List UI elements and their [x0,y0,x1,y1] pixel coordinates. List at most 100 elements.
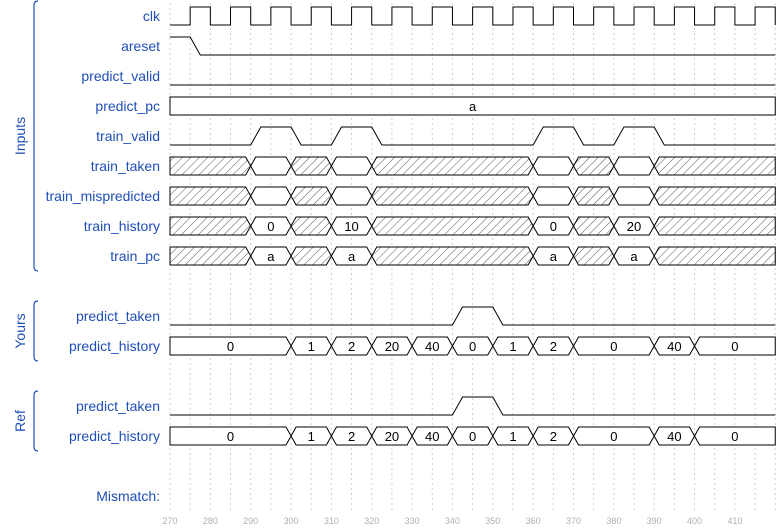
group-bracket [33,390,39,452]
bus-value: 40 [425,429,439,444]
bus-value: a [348,249,356,264]
bus-segment-undefined [371,186,534,206]
signal-label: areset [121,38,160,54]
time-axis: 270 280 290 300 310 320 330 340 350 360 370 380 390 4… [162,516,742,526]
bus-segment-undefined [653,246,776,266]
bus-segment-undefined [169,216,252,236]
bus-value: 0 [227,429,234,444]
bus-value: 0 [550,219,557,234]
bus-value: a [469,99,477,114]
bus-value: 2 [550,339,557,354]
bus-segment-undefined [169,186,252,206]
signal-label: train_mispredicted [46,188,160,204]
bus-segment-undefined [653,186,776,206]
signal-traces: a0 10 0 20a a a a0 1 2 20 40 0 1 2 0 40 00 1 2 20 40 0 1 2 0 40 0 [169,6,776,446]
bus-segment [169,96,776,116]
signal-label: train_pc [110,248,160,264]
time-tick-label: 300 [284,516,299,526]
bus-segment [250,186,292,206]
bus-segment [250,156,292,176]
bus-value: a [630,249,638,264]
bus-value: 2 [348,339,355,354]
bus-value: 10 [344,219,358,234]
bus-segment-undefined [572,186,615,206]
bus-segment [532,156,575,176]
bus-segment-undefined [572,246,615,266]
time-tick-label: 320 [364,516,379,526]
signal-label: clk [143,8,161,24]
time-tick-label: 410 [727,516,742,526]
bus-segment-undefined [653,216,776,236]
bus-segment-undefined [371,156,534,176]
signal-label: predict_pc [95,98,160,114]
group-bracket [33,300,39,362]
bus-segment-undefined [290,216,332,236]
time-tick-label: 270 [162,516,177,526]
bus-value: 0 [610,339,617,354]
signal-label: predict_taken [76,398,160,414]
bus-segment-undefined [169,246,252,266]
group-label: Yours [12,313,28,348]
bus-segment [693,336,776,356]
bus-value: 0 [227,339,234,354]
bus-segment-undefined [371,216,534,236]
group-label: Inputs [12,117,28,155]
signal-labels: clk areset predict_valid predict_pc train_va… [12,0,161,504]
bus-value: 1 [308,429,315,444]
bus-segment-undefined [169,156,252,176]
bus-value: 2 [550,429,557,444]
bus-segment-undefined [290,186,332,206]
time-tick-label: 280 [203,516,218,526]
time-tick-label: 340 [445,516,460,526]
signal-label: train_valid [96,128,160,144]
bus-value: 20 [385,339,399,354]
bus-segment-undefined [290,156,332,176]
signal-label: predict_history [69,338,160,354]
bus-value: 0 [731,339,738,354]
bus-value: 0 [469,339,476,354]
bus-value: 1 [308,339,315,354]
signal-label: train_taken [91,158,160,174]
time-tick-label: 330 [405,516,420,526]
bus-segment [330,156,373,176]
bus-value: a [550,249,558,264]
time-tick-label: 310 [324,516,339,526]
bus-value: 20 [627,219,641,234]
bus-value: 20 [385,429,399,444]
time-tick-label: 360 [526,516,541,526]
time-tick-label: 380 [606,516,621,526]
signal-label: predict_valid [81,68,160,84]
bus-value: 0 [731,429,738,444]
bus-value: 0 [469,429,476,444]
group-label: Ref [12,410,28,432]
bus-segment-undefined [572,216,615,236]
signal-label: predict_taken [76,308,160,324]
signal-label: predict_history [69,428,160,444]
bus-value: 0 [267,219,274,234]
time-tick-label: 370 [566,516,581,526]
bit-trace [170,36,776,56]
signal-label: train_history [84,218,160,234]
bus-segment-undefined [653,156,776,176]
time-tick-label: 290 [243,516,258,526]
bus-value: 40 [667,339,681,354]
bus-segment-undefined [290,246,332,266]
bus-segment [330,186,373,206]
bit-trace [170,396,776,416]
bus-segment [693,426,776,446]
mismatch-label: Mismatch: [96,488,160,504]
bus-value: 0 [610,429,617,444]
bus-value: 40 [667,429,681,444]
bus-value: 1 [509,339,516,354]
bit-trace [170,126,776,146]
bus-value: 1 [509,429,516,444]
clock-trace [170,6,776,26]
time-tick-label: 350 [485,516,500,526]
bus-segment [613,186,655,206]
time-tick-label: 400 [687,516,702,526]
bus-segment-undefined [371,246,534,266]
bus-segment [613,156,655,176]
group-bracket [33,0,39,272]
bit-trace [170,306,776,326]
